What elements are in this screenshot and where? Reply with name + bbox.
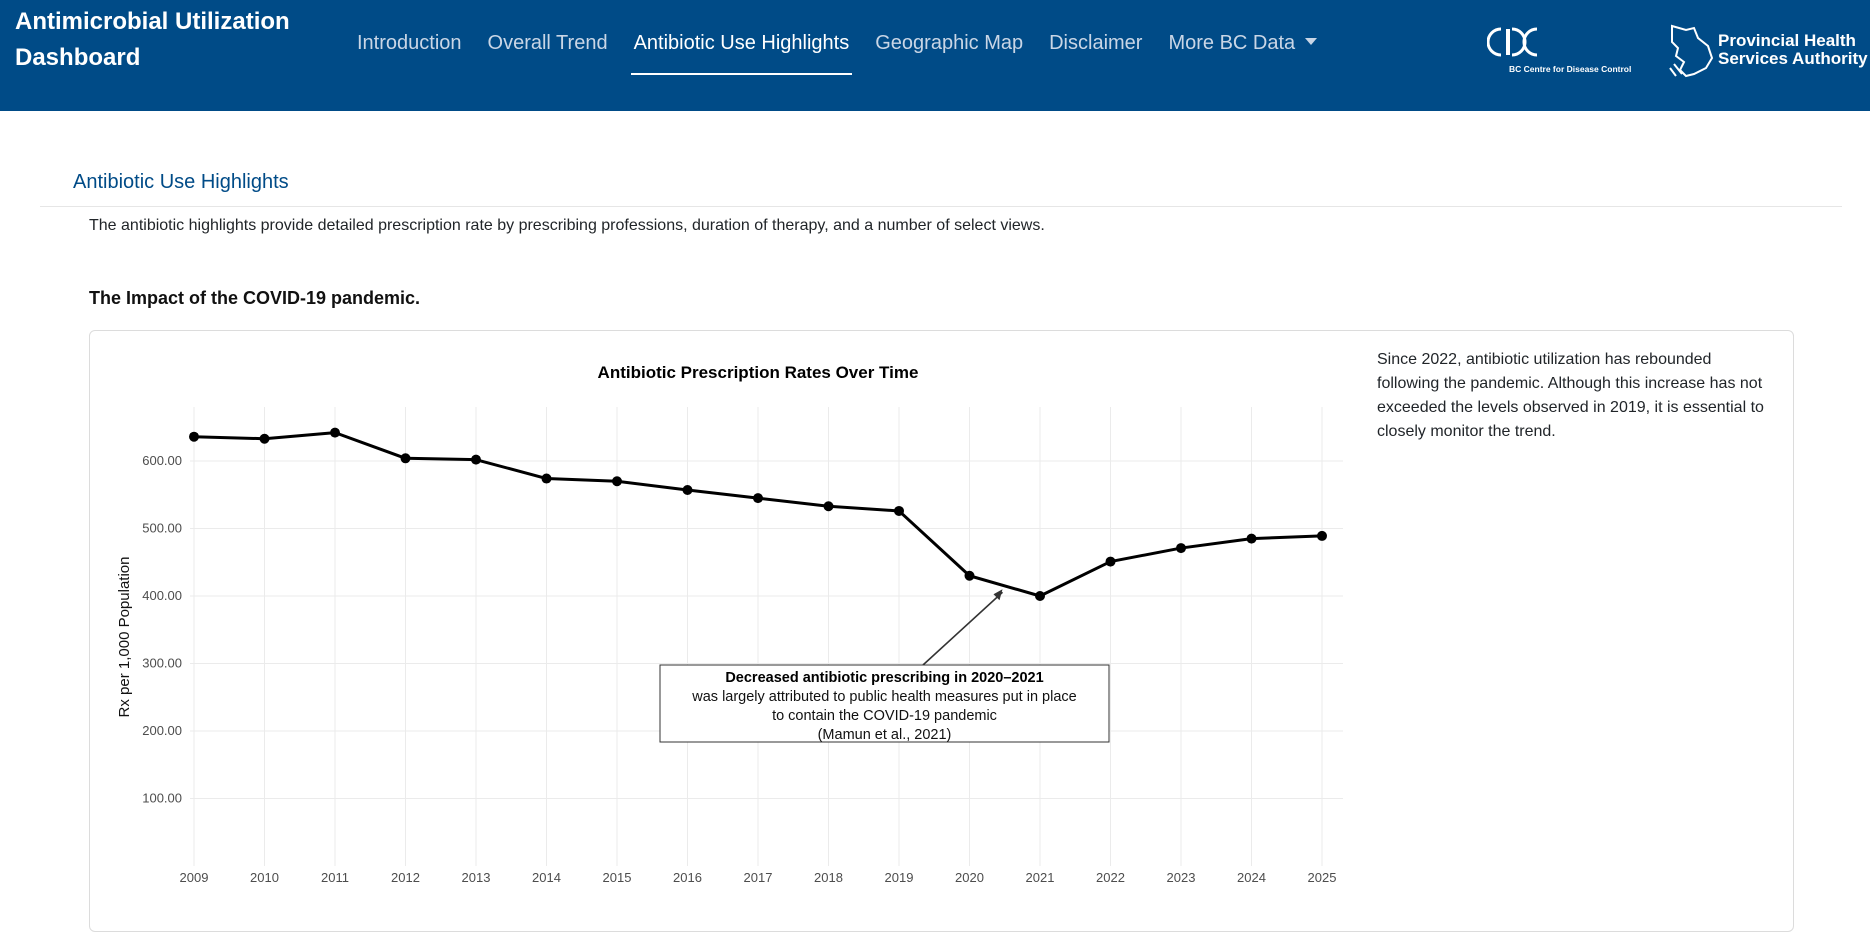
- nav-overall-trend[interactable]: Overall Trend: [487, 32, 608, 54]
- data-point: [753, 493, 763, 504]
- chart-title: Antibiotic Prescription Rates Over Time: [598, 363, 919, 382]
- nav-geographic-map[interactable]: Geographic Map: [875, 32, 1024, 54]
- data-point: [471, 454, 481, 465]
- y-tick-label: 200.00: [142, 723, 182, 738]
- section-title: Antibiotic Use Highlights: [73, 171, 289, 193]
- x-tick-label: 2021: [1026, 870, 1055, 885]
- covid-impact-heading: The Impact of the COVID-19 pandemic.: [89, 288, 421, 308]
- data-point: [1105, 556, 1116, 567]
- x-tick-label: 2017: [744, 870, 773, 885]
- x-tick-label: 2012: [391, 870, 420, 885]
- x-tick-label: 2010: [250, 870, 279, 885]
- bccdc-logo-text: BC Centre for Disease Control: [1509, 64, 1632, 74]
- y-tick-label: 400.00: [142, 588, 182, 603]
- data-point: [823, 501, 834, 512]
- x-tick-label: 2024: [1237, 870, 1266, 885]
- chart-card: 100.00 200.00 300.00 400.00 500.00 600.00 2009…: [89, 330, 1794, 932]
- data-point: [1176, 543, 1186, 554]
- x-tick-label: 2019: [885, 870, 914, 885]
- data-point: [259, 433, 270, 444]
- main-nav: Introduction Overall Trend Antibiotic Us…: [344, 0, 1330, 80]
- data-point: [1317, 530, 1327, 541]
- phsa-line-1: Provincial Health: [1718, 31, 1856, 50]
- annotation-line: was largely attributed to public health …: [691, 689, 1076, 705]
- phsa-logo[interactable]: Provincial Health Services Authority: [1668, 24, 1868, 80]
- annotation-title: Decreased antibiotic prescribing in 2020…: [725, 670, 1043, 686]
- data-point: [894, 505, 904, 516]
- intro-text: The antibiotic highlights provide detail…: [89, 217, 1045, 234]
- bc-map-icon: [1669, 24, 1714, 78]
- x-tick-label: 2020: [955, 870, 984, 885]
- side-note: Since 2022, antibiotic utilization has r…: [1377, 351, 1764, 440]
- data-point: [400, 453, 411, 464]
- x-tick-label: 2023: [1167, 870, 1196, 885]
- nav-more-bc-data-label: More BC Data: [1168, 32, 1296, 54]
- line-chart[interactable]: 100.00 200.00 300.00 400.00 500.00 600.00 2009…: [90, 331, 1793, 931]
- data-point: [541, 473, 552, 484]
- section-divider: [40, 206, 1842, 207]
- x-tick-label: 2013: [462, 870, 491, 885]
- bccdc-mark-icon: [1486, 27, 1538, 57]
- chevron-down-icon: [1305, 38, 1318, 46]
- x-tick-label: 2011: [321, 870, 349, 885]
- phsa-logo-text: Provincial Health Services Authority: [1718, 32, 1868, 68]
- top-navbar: Antimicrobial Utilization Dashboard Intr…: [0, 0, 1870, 111]
- x-tick-label: 2025: [1308, 870, 1337, 885]
- annotation-arrow: [922, 591, 1004, 666]
- nav-antibiotic-use-highlights[interactable]: Antibiotic Use Highlights: [621, 1, 863, 79]
- x-tick-label: 2009: [180, 870, 209, 885]
- x-tick-label: 2014: [532, 870, 561, 885]
- nav-disclaimer[interactable]: Disclaimer: [1049, 32, 1143, 54]
- annotation-line: to contain the COVID-19 pandemic: [772, 708, 997, 724]
- x-tick-label: 2016: [673, 870, 702, 885]
- y-tick-label: 600.00: [142, 453, 182, 468]
- phsa-line-2: Services Authority: [1718, 49, 1868, 68]
- data-point: [1035, 591, 1045, 601]
- data-point: [964, 570, 975, 581]
- x-tick-label: 2018: [814, 870, 843, 885]
- app-title[interactable]: Antimicrobial Utilization Dashboard: [15, 8, 290, 71]
- annotation-arrowhead: [993, 589, 1003, 601]
- nav-more-bc-data-dropdown[interactable]: More BC Data: [1155, 1, 1330, 79]
- x-tick-label: 2022: [1096, 870, 1125, 885]
- annotation-line: (Mamun et al., 2021): [818, 727, 952, 743]
- annotation-box: [659, 664, 1110, 743]
- bccdc-logo[interactable]: BC Centre for Disease Control: [1486, 26, 1631, 80]
- nav-introduction[interactable]: Introduction: [357, 32, 462, 54]
- x-tick-label: 2015: [603, 870, 632, 885]
- y-tick-label: 500.00: [142, 521, 182, 536]
- y-tick-label: 100.00: [142, 791, 182, 806]
- y-tick-label: 300.00: [142, 656, 182, 671]
- data-point: [189, 431, 199, 442]
- y-axis-label: Rx per 1,000 Population: [116, 557, 133, 718]
- data-point: [1246, 533, 1257, 544]
- data-point: [612, 476, 622, 487]
- data-point: [330, 427, 340, 438]
- data-point: [682, 485, 693, 496]
